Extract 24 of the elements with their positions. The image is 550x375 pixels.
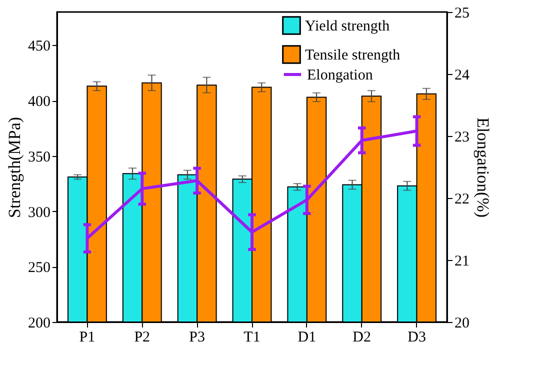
x-tick-label: P1 [79,330,96,346]
y2-tick-label: 25 [454,6,470,22]
x-tick-label: D1 [298,330,316,346]
y2-tick-label: 21 [454,254,470,270]
legend-label: Yield strength [305,18,390,34]
x-tick-label: P2 [134,330,150,346]
y2-tick-label: 20 [454,316,470,332]
y2-tick-label: 23 [454,130,470,146]
y2-axis-title: Elongation(%) [474,117,492,218]
x-tick-label: T1 [244,330,260,346]
y-tick-label: 250 [28,260,50,276]
y-tick-label: 350 [28,149,50,166]
y-axis-title: Strength(MPa) [5,116,24,218]
x-tick-label: P3 [189,330,205,346]
x-tick-label: D2 [352,330,372,346]
x-tick-label: D3 [408,330,426,346]
y-tick-label: 200 [28,316,50,332]
legend-label: Tensile strength [305,48,401,64]
y-tick-label: 450 [28,38,50,55]
y2-tick-label: 22 [454,192,470,208]
y2-tick-label: 24 [454,68,470,84]
y-tick-label: 300 [28,204,50,221]
y-tick-label: 400 [28,94,50,110]
legend-label: Elongation [307,68,374,84]
